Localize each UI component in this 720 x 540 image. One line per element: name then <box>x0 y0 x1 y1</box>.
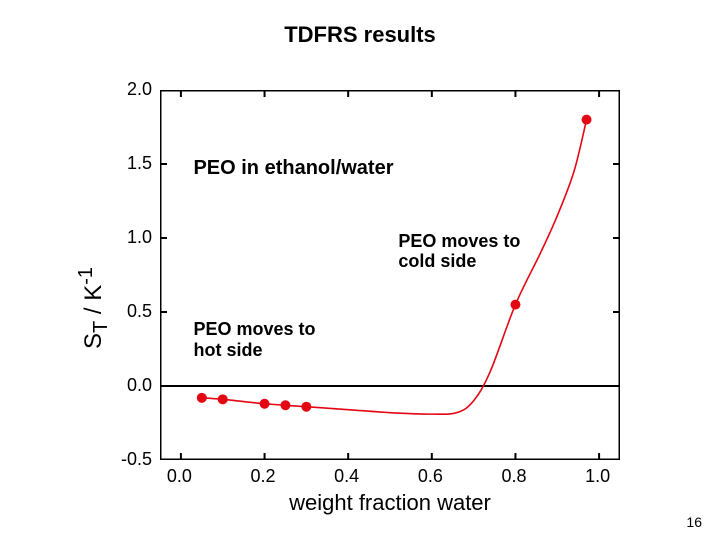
y-axis-label: ST / K-1 <box>75 267 113 349</box>
page-number: 16 <box>686 514 702 530</box>
x-tick-label: 0.0 <box>167 466 192 487</box>
x-tick-label: 0.6 <box>418 466 443 487</box>
x-tick-label: 0.2 <box>251 466 276 487</box>
chart-svg <box>160 90 620 460</box>
x-tick-label: 0.4 <box>334 466 359 487</box>
y-tick-label: 0.0 <box>127 375 152 396</box>
y-tick-label: 2.0 <box>127 79 152 100</box>
y-tick-label: 0.5 <box>127 301 152 322</box>
annotation-title_in_plot: PEO in ethanol/water <box>193 157 393 180</box>
y-tick-label: 1.0 <box>127 227 152 248</box>
y-tick-label: -0.5 <box>121 449 152 470</box>
y-tick-label: 1.5 <box>127 153 152 174</box>
x-tick-label: 0.8 <box>501 466 526 487</box>
annotation-cold_side: PEO moves tocold side <box>398 231 520 272</box>
x-axis-label: weight fraction water <box>160 490 620 516</box>
page: TDFRS results 16 ST / K-1 weight fractio… <box>0 0 720 540</box>
chart-area <box>160 90 620 460</box>
x-tick-label: 1.0 <box>585 466 610 487</box>
page-title: TDFRS results <box>0 22 720 48</box>
annotation-hot_side: PEO moves tohot side <box>193 319 315 360</box>
